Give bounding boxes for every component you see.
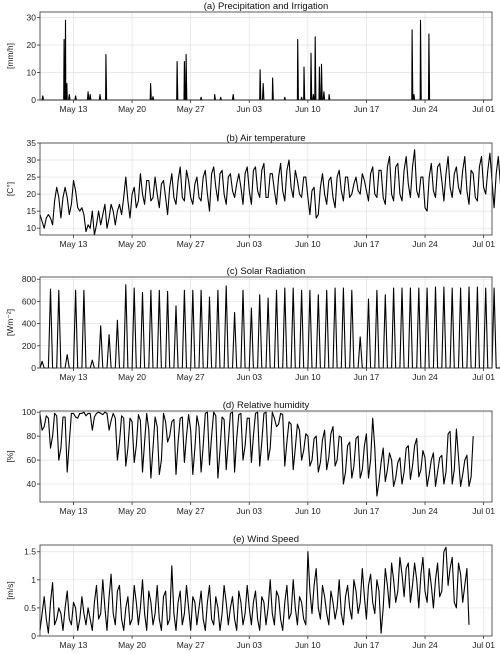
y-tick-label: 10 bbox=[27, 223, 37, 233]
x-tick-label: May 13 bbox=[60, 506, 88, 516]
panel-3: (c) Solar Radiation 0 200 400 600 800 May 13 Ma… bbox=[5, 266, 500, 382]
y-tick-label: 1 bbox=[31, 575, 36, 585]
y-tick-label: 10 bbox=[27, 68, 37, 78]
y-tick-label: 0 bbox=[31, 95, 36, 105]
panel-5: (e) Wind Speed 0 0.5 1 1.5 May 13 May 20 May 27… bbox=[5, 534, 495, 650]
series-line bbox=[39, 284, 500, 369]
y-tick-label: 30 bbox=[27, 155, 37, 165]
y-tick-label: 15 bbox=[27, 206, 37, 216]
x-tick-label: May 27 bbox=[177, 104, 205, 114]
y-tick-label: 600 bbox=[22, 296, 36, 306]
plot-area bbox=[39, 142, 493, 236]
series-line bbox=[39, 411, 474, 497]
y-tick-label: 35 bbox=[27, 138, 37, 148]
y-axis-label: [mm/h] bbox=[5, 43, 15, 69]
x-tick-label: May 20 bbox=[118, 372, 146, 382]
x-tick-label: May 20 bbox=[118, 506, 146, 516]
x-tick-label: May 27 bbox=[177, 372, 205, 382]
x-tick-label: Jun 03 bbox=[236, 104, 262, 114]
y-axis-label: [C°] bbox=[5, 182, 15, 196]
y-tick-label: 20 bbox=[27, 40, 37, 50]
x-tick-label: May 13 bbox=[60, 372, 88, 382]
series-line bbox=[39, 149, 500, 236]
x-tick-label: Jun 24 bbox=[412, 506, 438, 516]
x-tick-label: May 20 bbox=[118, 640, 146, 650]
x-tick-label: Jun 10 bbox=[295, 640, 321, 650]
panel-title: (b) Air temperature bbox=[226, 133, 305, 144]
x-tick-label: Jun 17 bbox=[354, 640, 380, 650]
series-line bbox=[39, 546, 470, 634]
x-tick-label: Jun 10 bbox=[295, 239, 321, 249]
plot-area bbox=[39, 410, 493, 503]
x-tick-label: May 20 bbox=[118, 239, 146, 249]
x-tick-label: Jul 01 bbox=[472, 506, 495, 516]
panel-1: (a) Precipitation and Irrigation 0 10 20 30 M… bbox=[5, 1, 495, 114]
x-tick-label: May 13 bbox=[60, 239, 88, 249]
y-tick-label: 0 bbox=[31, 363, 36, 373]
x-tick-label: Jun 17 bbox=[354, 372, 380, 382]
y-tick-label: 60 bbox=[27, 455, 37, 465]
y-tick-label: 20 bbox=[27, 189, 37, 199]
x-tick-label: Jul 01 bbox=[472, 372, 495, 382]
y-tick-label: 1.5 bbox=[24, 547, 36, 557]
x-tick-label: Jun 17 bbox=[354, 239, 380, 249]
x-tick-label: May 20 bbox=[118, 104, 146, 114]
x-tick-label: May 13 bbox=[60, 640, 88, 650]
x-tick-label: Jun 03 bbox=[236, 239, 262, 249]
panel-title: (a) Precipitation and Irrigation bbox=[204, 1, 329, 12]
x-tick-label: Jun 17 bbox=[354, 104, 380, 114]
x-tick-label: Jun 10 bbox=[295, 104, 321, 114]
y-axis-label: [m/s] bbox=[5, 581, 15, 599]
x-tick-label: Jun 10 bbox=[295, 506, 321, 516]
panel-4: (d) Relative humidity 40 60 80 100 May 13 May … bbox=[5, 400, 495, 516]
plot-area bbox=[39, 276, 493, 369]
plot-area bbox=[39, 11, 493, 101]
y-tick-label: 40 bbox=[27, 479, 37, 489]
panel-2: (b) Air temperature 10 15 20 25 30 35 May 13 May… bbox=[5, 133, 500, 249]
x-tick-label: Jun 24 bbox=[412, 640, 438, 650]
y-tick-label: 80 bbox=[27, 431, 37, 441]
x-tick-label: May 27 bbox=[177, 506, 205, 516]
x-tick-label: May 27 bbox=[177, 239, 205, 249]
y-tick-label: 800 bbox=[22, 274, 36, 284]
x-tick-label: Jun 03 bbox=[236, 640, 262, 650]
x-tick-label: Jul 01 bbox=[472, 640, 495, 650]
y-tick-label: 0.5 bbox=[24, 603, 36, 613]
plot-area bbox=[39, 544, 493, 637]
x-tick-label: Jun 24 bbox=[412, 239, 438, 249]
y-axis-label: [%] bbox=[5, 450, 15, 462]
x-tick-label: May 27 bbox=[177, 640, 205, 650]
x-tick-label: Jun 24 bbox=[412, 372, 438, 382]
x-tick-label: Jun 03 bbox=[236, 506, 262, 516]
y-tick-label: 30 bbox=[27, 13, 37, 23]
x-tick-label: Jun 03 bbox=[236, 372, 262, 382]
x-tick-label: Jun 17 bbox=[354, 506, 380, 516]
x-tick-label: Jul 01 bbox=[472, 104, 495, 114]
x-tick-label: May 13 bbox=[60, 104, 88, 114]
y-tick-label: 200 bbox=[22, 341, 36, 351]
x-tick-label: Jun 10 bbox=[295, 372, 321, 382]
x-tick-label: Jun 24 bbox=[412, 104, 438, 114]
y-tick-label: 400 bbox=[22, 319, 36, 329]
panel-title: (e) Wind Speed bbox=[233, 534, 299, 545]
y-tick-label: 0 bbox=[31, 631, 36, 641]
y-tick-label: 100 bbox=[22, 407, 36, 417]
panel-title: (c) Solar Radiation bbox=[227, 266, 306, 277]
series-line bbox=[40, 19, 492, 101]
y-tick-label: 25 bbox=[27, 172, 37, 182]
x-tick-label: Jul 01 bbox=[472, 239, 495, 249]
panel-title: (d) Relative humidity bbox=[223, 400, 310, 411]
y-axis-label: [Wm⁻²] bbox=[5, 309, 15, 336]
